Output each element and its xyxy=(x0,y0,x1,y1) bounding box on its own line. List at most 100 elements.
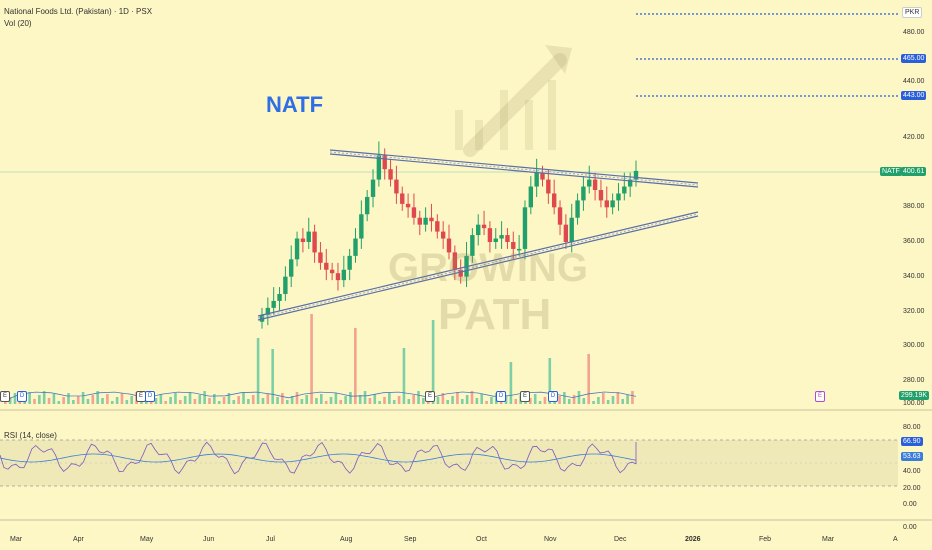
price-axis-label: 100.00 xyxy=(903,400,925,407)
earnings-badge[interactable]: E xyxy=(815,391,825,402)
candle-body xyxy=(364,196,370,215)
candle-body xyxy=(493,238,498,242)
candle-body xyxy=(435,221,440,232)
volume-bar xyxy=(363,391,367,404)
volume-bar xyxy=(509,362,513,404)
volume-bar xyxy=(310,314,313,404)
volume-bar xyxy=(465,395,469,404)
candle-body xyxy=(458,269,463,277)
candle-body xyxy=(417,217,422,225)
volume-bar xyxy=(28,392,31,404)
volume-bar xyxy=(422,398,425,404)
price-axis-label: 300.00 xyxy=(903,342,925,349)
volume-bar xyxy=(388,393,391,404)
volume-bar xyxy=(169,397,172,404)
volume-bar xyxy=(548,358,552,404)
ticker-annotation: NATF xyxy=(266,92,324,117)
channel-lower-mid xyxy=(257,213,699,319)
time-axis-label: Mar xyxy=(10,536,23,543)
symbol-legend[interactable]: National Foods Ltd. (Pakistan) · 1D · PS… xyxy=(4,7,153,16)
dividend-badge[interactable]: D xyxy=(17,391,27,402)
candle-body xyxy=(481,224,487,229)
volume-bar xyxy=(67,393,70,404)
dividend-badge[interactable]: D xyxy=(145,391,155,402)
price-axis-label: 440.00 xyxy=(903,78,925,85)
volume-bar xyxy=(91,395,95,404)
candle-body xyxy=(289,259,294,277)
volume-bar xyxy=(480,394,484,404)
volume-bar xyxy=(392,400,396,404)
rsi-axis-label: 20.00 xyxy=(903,485,921,492)
candle-body xyxy=(587,179,592,187)
rsi-legend[interactable]: RSI (14, close) xyxy=(4,431,57,440)
volume-bar xyxy=(592,401,595,404)
volume-bar xyxy=(57,401,61,404)
time-axis-label: Oct xyxy=(476,536,487,543)
volume-bar xyxy=(582,398,586,404)
price-axis-label: 280.00 xyxy=(903,377,925,384)
volume-bar xyxy=(52,394,56,404)
candle-body xyxy=(405,203,411,208)
volume-bar xyxy=(271,349,274,404)
candle-body xyxy=(627,179,633,187)
volume-bar xyxy=(320,394,323,404)
watermark-bar-0 xyxy=(455,110,463,150)
candlestick-series xyxy=(259,141,639,329)
rsi-value-tag: 66.90 xyxy=(901,437,923,446)
candle-body xyxy=(423,217,428,225)
volume-bar xyxy=(300,399,304,404)
rsi-axis-label: 0.00 xyxy=(903,524,917,531)
volume-legend[interactable]: Vol (20) xyxy=(4,19,32,28)
volume-bar xyxy=(227,393,231,404)
volume-bar xyxy=(616,392,620,404)
dividend-badge[interactable]: D xyxy=(548,391,558,402)
volume-bar xyxy=(256,338,260,404)
rsi-band xyxy=(0,440,898,486)
candle-body xyxy=(271,300,276,308)
candle-body xyxy=(440,231,446,239)
dividend-badge[interactable]: D xyxy=(496,391,506,402)
volume-bar xyxy=(470,391,474,404)
volume-bar xyxy=(38,395,41,404)
candle-body xyxy=(382,155,387,170)
candle-body xyxy=(499,235,504,239)
currency-label[interactable]: PKR xyxy=(902,7,923,18)
earnings-badge[interactable]: E xyxy=(520,391,530,402)
volume-bar xyxy=(242,392,245,404)
earnings-badge[interactable]: E xyxy=(425,391,435,402)
earnings-badge[interactable]: E xyxy=(0,391,10,402)
volume-bar xyxy=(237,396,240,404)
trend-channel[interactable] xyxy=(257,149,699,321)
volume-bar xyxy=(378,401,381,404)
volume-bar xyxy=(179,400,182,404)
volume-ma-line xyxy=(3,391,637,402)
volume-bar xyxy=(324,401,328,404)
volume-bar xyxy=(13,393,17,404)
volume-bar xyxy=(597,397,600,404)
candle-body xyxy=(411,207,417,218)
volume-bar xyxy=(86,399,90,404)
volume-bar xyxy=(626,395,629,404)
volume-bar xyxy=(446,400,449,404)
candle-body xyxy=(400,193,405,204)
candle-body xyxy=(324,262,329,270)
volume-bar xyxy=(120,393,124,404)
candle-body xyxy=(429,217,434,222)
volume-bar xyxy=(159,394,163,404)
candle-body xyxy=(318,252,323,263)
candle-body xyxy=(446,238,452,253)
candle-body xyxy=(294,238,300,260)
candle-body xyxy=(511,242,516,249)
candle-body xyxy=(592,179,598,190)
volume-bar xyxy=(154,398,158,404)
volume-bar xyxy=(543,397,547,404)
volume-bar xyxy=(62,397,65,404)
volume-bar xyxy=(606,400,610,404)
candle-body xyxy=(300,238,306,242)
watermark-line1: GROWING xyxy=(388,246,588,290)
volume-bar xyxy=(203,391,206,404)
volume-bar xyxy=(4,401,7,404)
candle-body xyxy=(598,190,604,201)
